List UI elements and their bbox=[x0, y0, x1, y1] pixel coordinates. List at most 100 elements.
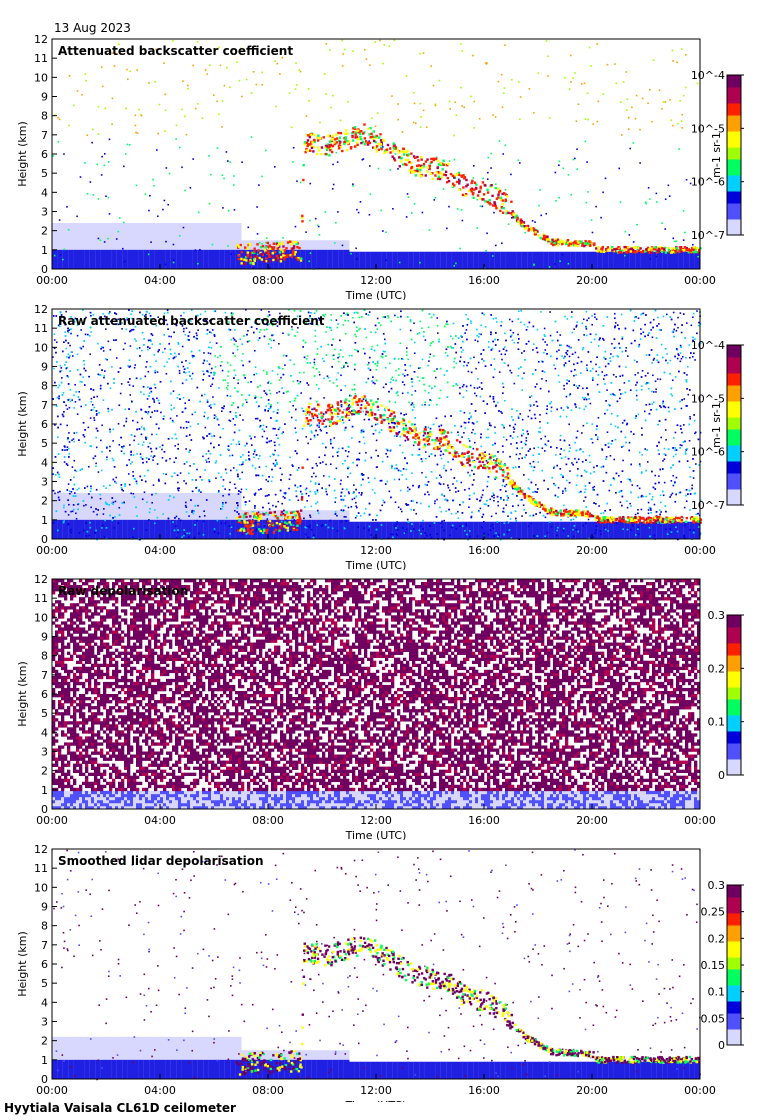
boundary-layer-core bbox=[187, 249, 193, 269]
boundary-layer-core bbox=[68, 249, 75, 269]
signal-speck bbox=[417, 367, 420, 370]
signal-speck bbox=[75, 517, 78, 520]
cloud-signal-cell bbox=[606, 246, 610, 249]
boundary-layer-core bbox=[79, 519, 85, 539]
signal-speck bbox=[241, 161, 243, 164]
signal-speck bbox=[106, 458, 108, 461]
signal-speck bbox=[681, 48, 683, 50]
cloud-signal-cell bbox=[567, 244, 570, 247]
boundary-layer-core bbox=[613, 521, 620, 539]
signal-speck bbox=[157, 132, 160, 135]
signal-speck bbox=[423, 443, 426, 446]
signal-speck bbox=[358, 491, 360, 494]
cloud-signal-cell bbox=[458, 179, 461, 183]
cloud-signal-cell bbox=[300, 257, 303, 260]
signal-speck bbox=[59, 364, 62, 367]
cloud-signal-cell bbox=[455, 172, 459, 176]
signal-speck bbox=[486, 62, 488, 65]
signal-speck bbox=[211, 329, 214, 331]
signal-speck bbox=[656, 378, 659, 380]
signal-speck bbox=[149, 317, 152, 320]
signal-speck bbox=[155, 360, 157, 363]
signal-speck bbox=[471, 431, 473, 434]
cloud-signal-cell bbox=[611, 245, 614, 249]
cloud-signal-cell bbox=[551, 238, 554, 241]
cloud-signal-cell bbox=[303, 141, 307, 144]
signal-speck bbox=[524, 443, 527, 446]
boundary-layer-core bbox=[548, 521, 555, 539]
cloud-signal-cell bbox=[405, 150, 408, 154]
cloud-signal-cell bbox=[372, 139, 376, 143]
cloud-signal-cell bbox=[419, 164, 423, 168]
signal-speck bbox=[116, 53, 119, 55]
signal-speck bbox=[355, 247, 357, 250]
signal-speck bbox=[165, 372, 168, 375]
signal-speck bbox=[174, 352, 176, 355]
signal-speck bbox=[172, 261, 175, 264]
signal-speck bbox=[213, 528, 216, 530]
boundary-layer-core bbox=[149, 249, 156, 269]
signal-speck bbox=[298, 69, 300, 71]
signal-speck bbox=[194, 249, 197, 251]
cloud-signal-cell bbox=[515, 219, 519, 222]
signal-speck bbox=[309, 524, 312, 527]
signal-speck bbox=[62, 391, 65, 394]
cloud-signal-cell bbox=[497, 196, 500, 199]
cloud-signal-cell bbox=[260, 258, 264, 261]
signal-speck bbox=[64, 446, 66, 448]
cloud-signal-cell bbox=[389, 151, 392, 154]
signal-speck bbox=[150, 455, 152, 457]
signal-speck bbox=[348, 492, 350, 495]
cloud-signal-cell bbox=[444, 173, 448, 177]
cloud-signal-cell bbox=[406, 149, 409, 153]
signal-speck bbox=[476, 535, 479, 538]
cloud-signal-cell bbox=[432, 158, 435, 162]
cloud-signal-cell bbox=[352, 127, 355, 130]
signal-speck bbox=[660, 511, 662, 513]
signal-speck bbox=[534, 221, 536, 223]
cloud-signal-cell bbox=[567, 241, 570, 245]
signal-speck bbox=[675, 240, 678, 242]
signal-speck bbox=[688, 466, 691, 469]
cloud-signal-cell bbox=[282, 254, 285, 257]
signal-speck bbox=[361, 158, 364, 161]
cloud-signal-cell bbox=[410, 171, 414, 174]
signal-speck bbox=[581, 348, 584, 351]
signal-speck bbox=[494, 426, 496, 429]
boundary-layer-core bbox=[646, 251, 652, 269]
cloud-signal-cell bbox=[438, 172, 441, 175]
signal-speck bbox=[387, 316, 390, 319]
signal-speck bbox=[68, 329, 71, 331]
signal-speck bbox=[670, 480, 673, 482]
signal-speck bbox=[679, 444, 682, 446]
signal-speck bbox=[615, 522, 618, 525]
cloud-signal-cell bbox=[675, 246, 679, 250]
signal-speck bbox=[689, 356, 691, 359]
signal-speck bbox=[460, 346, 462, 349]
signal-speck bbox=[417, 454, 419, 456]
signal-speck bbox=[613, 347, 616, 349]
cloud-signal-cell bbox=[562, 241, 566, 245]
signal-speck bbox=[78, 487, 80, 490]
cloud-signal-cell bbox=[494, 204, 497, 208]
signal-speck bbox=[175, 124, 178, 127]
cloud-signal-cell bbox=[355, 129, 359, 132]
signal-speck bbox=[307, 494, 310, 497]
signal-speck bbox=[606, 431, 609, 433]
signal-speck bbox=[413, 341, 416, 344]
colorbar-tick-label: 10^-6 bbox=[691, 176, 725, 189]
signal-speck bbox=[314, 491, 316, 493]
signal-speck bbox=[657, 449, 660, 452]
signal-speck bbox=[521, 499, 523, 501]
signal-speck bbox=[317, 317, 320, 319]
boundary-layer-core bbox=[694, 251, 701, 269]
signal-speck bbox=[428, 360, 430, 362]
signal-speck bbox=[465, 329, 468, 331]
signal-speck bbox=[675, 329, 678, 332]
signal-speck bbox=[686, 322, 688, 324]
signal-speck bbox=[213, 435, 216, 437]
signal-speck bbox=[164, 263, 167, 266]
signal-speck bbox=[106, 456, 108, 458]
boundary-layer-core bbox=[586, 521, 593, 539]
signal-speck bbox=[232, 418, 235, 420]
